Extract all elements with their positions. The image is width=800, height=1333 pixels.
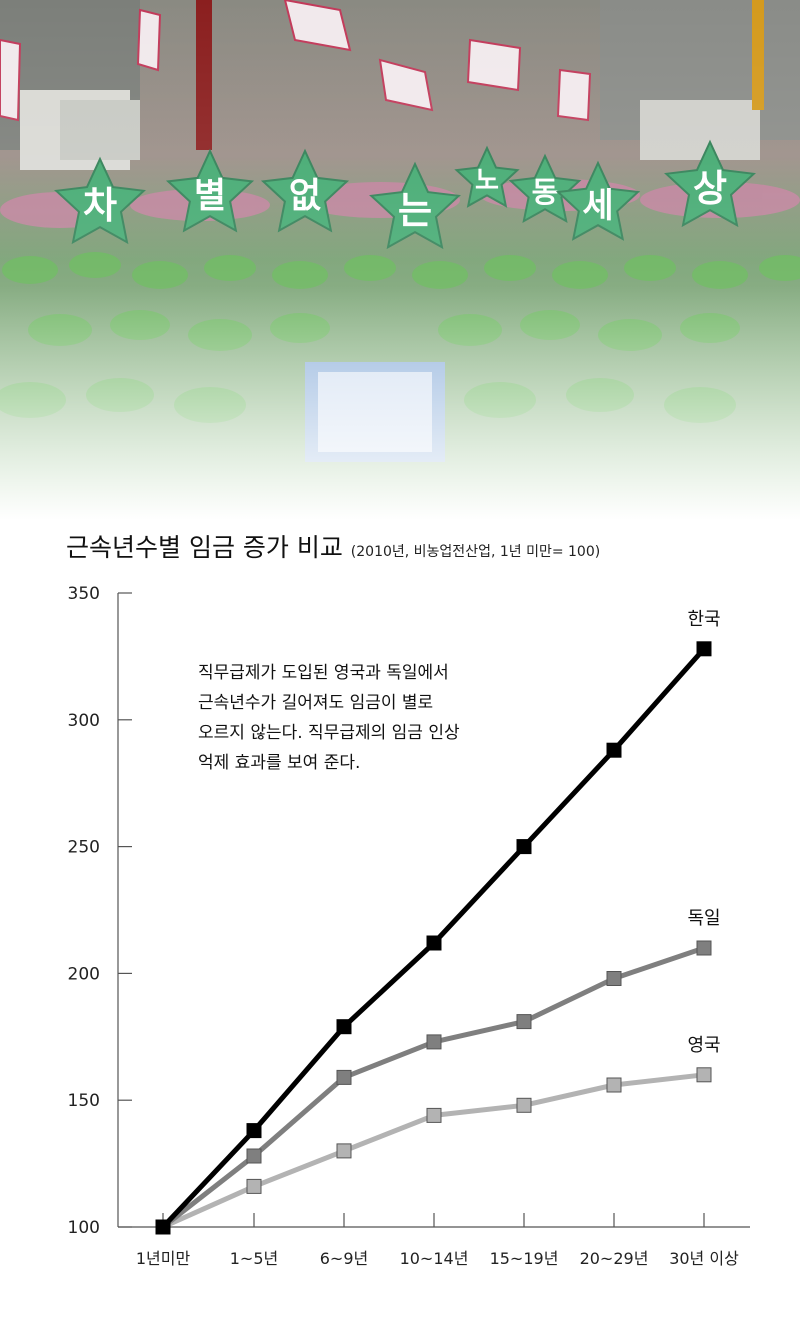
- data-point: [426, 935, 442, 951]
- y-tick-label: 200: [68, 964, 100, 984]
- data-point: [246, 1178, 262, 1194]
- annotation-line: 오르지 않는다. 직무급제의 임금 인상: [198, 723, 460, 743]
- data-point: [696, 940, 712, 956]
- data-point: [696, 1067, 712, 1083]
- annotation-line: 근속년수가 길어져도 임금이 별로: [198, 693, 434, 713]
- x-tick-label: 1~5년: [230, 1249, 279, 1268]
- data-point: [516, 1097, 532, 1113]
- data-point: [696, 641, 712, 657]
- data-point: [246, 1123, 262, 1139]
- series-label: 독일: [687, 908, 720, 929]
- chart-series: [155, 641, 712, 1235]
- series-label: 영국: [687, 1035, 720, 1056]
- data-point: [606, 742, 622, 758]
- rally-photo: 차별없는노동세상: [0, 0, 800, 520]
- data-point: [336, 1019, 352, 1035]
- x-tick-label: 30년 이상: [669, 1249, 739, 1268]
- x-tick-label: 1년미만: [136, 1249, 191, 1268]
- x-tick-label: 10~14년: [400, 1249, 469, 1268]
- y-tick-label: 250: [68, 838, 100, 858]
- series-line: [161, 945, 705, 1229]
- series-line: [161, 1072, 705, 1230]
- x-tick-label: 15~19년: [490, 1249, 559, 1268]
- x-tick-label: 6~9년: [320, 1249, 369, 1268]
- data-point: [516, 839, 532, 855]
- series-label: 한국: [687, 609, 720, 630]
- chart-title-text: 근속년수별 임금 증가 비교: [66, 533, 343, 562]
- data-point: [155, 1219, 171, 1235]
- chart-title: 근속년수별 임금 증가 비교 (2010년, 비농업전산업, 1년 미만= 10…: [66, 528, 600, 564]
- chart-subtitle: (2010년, 비농업전산업, 1년 미만= 100): [350, 544, 601, 560]
- data-point: [336, 1143, 352, 1159]
- chart-annotation: 직무급제가 도입된 영국과 독일에서 근속년수가 길어져도 임금이 별로 오르지…: [198, 658, 460, 778]
- chart-axes: 100 150 200 250 300 350 1년미만 1~5년 6~9년 10~14년 15~1…: [68, 584, 750, 1268]
- annotation-line: 직무급제가 도입된 영국과 독일에서: [198, 663, 449, 683]
- data-point: [426, 1107, 442, 1123]
- x-tick-label: 20~29년: [580, 1249, 649, 1268]
- data-point: [246, 1148, 262, 1164]
- data-point: [336, 1069, 352, 1085]
- y-tick-label: 150: [68, 1091, 100, 1111]
- y-tick-label: 350: [68, 584, 100, 604]
- rally-photo-illustration: 차별없는노동세상: [0, 0, 800, 520]
- y-tick-label: 100: [68, 1218, 100, 1238]
- data-point: [426, 1034, 442, 1050]
- y-tick-label: 300: [68, 711, 100, 731]
- data-point: [606, 971, 622, 986]
- annotation-line: 억제 효과를 보여 준다.: [198, 753, 361, 773]
- data-point: [516, 1014, 532, 1030]
- data-point: [606, 1077, 622, 1093]
